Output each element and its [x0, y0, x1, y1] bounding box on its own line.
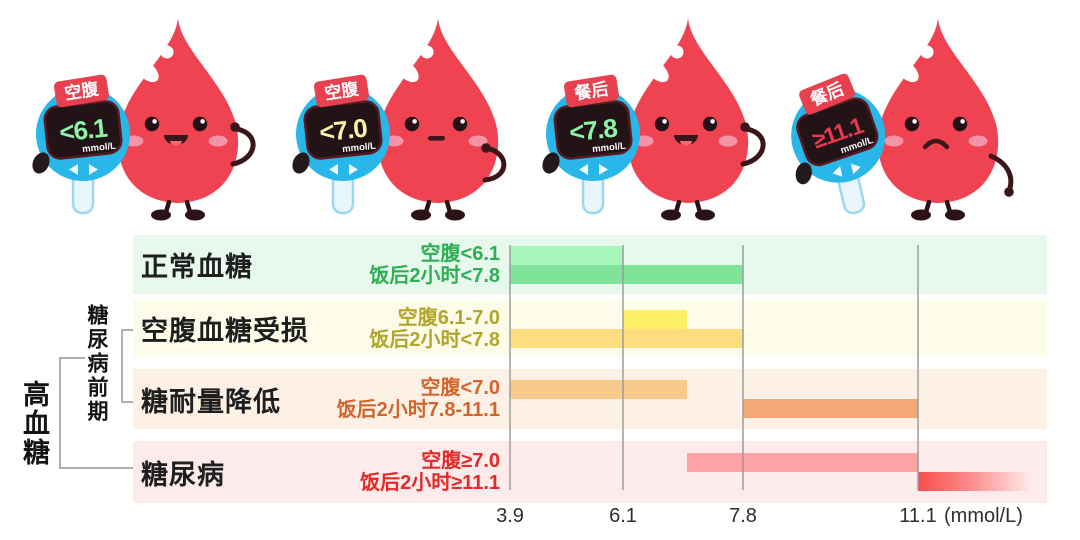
- glucose-meter: 餐后 <7.8 mmol/L: [538, 74, 642, 215]
- postmeal-range-bar: [918, 472, 1040, 491]
- meter-banner: [564, 74, 619, 108]
- meter-banner: [799, 73, 855, 115]
- prediabetes-bracket-line: [121, 329, 123, 403]
- meter-value: <7.0: [318, 113, 369, 148]
- x-tick-label: 11.1: [899, 505, 937, 527]
- prediabetes-bracket-line: [121, 329, 134, 331]
- sad-mouth-icon: [922, 138, 950, 150]
- fasting-range-bar: [510, 380, 687, 399]
- blood-drop-icon: [118, 18, 238, 221]
- criteria-line: 空腹≥7.0: [421, 450, 500, 472]
- criteria-text: 空腹<6.1 饭后2小时<7.8: [369, 243, 500, 287]
- mascot-fasting-normal: 空腹 <6.1 mmol/L: [28, 6, 256, 230]
- hyperglycemia-bracket-line: [59, 357, 61, 469]
- glucose-meter: 空腹 <6.1 mmol/L: [28, 74, 132, 215]
- criteria-line: 空腹<7.0: [420, 377, 500, 399]
- meter-banner: [314, 74, 369, 108]
- postmeal-range-bar: [743, 399, 918, 418]
- category-title: 空腹血糖受损: [141, 316, 309, 346]
- prediabetes-bracket-line: [121, 401, 134, 403]
- category-title: 糖耐量降低: [141, 386, 281, 417]
- criteria-text: 空腹<7.0 饭后2小时7.8-11.1: [337, 377, 500, 421]
- criteria-line: 空腹6.1-7.0: [397, 306, 500, 329]
- blood-drop-icon: [628, 18, 748, 221]
- criteria-text: 空腹≥7.0 饭后2小时≥11.1: [360, 450, 500, 494]
- x-tick-label: 6.1: [609, 505, 637, 527]
- category-title: 正常血糖: [141, 252, 253, 282]
- mascot-fasting-borderline: 空腹 <7.0 mmol/L: [288, 6, 507, 230]
- gridline: [622, 245, 624, 490]
- category-title: 糖尿病: [141, 459, 225, 490]
- criteria-line: 饭后2小时<7.8: [369, 264, 500, 287]
- hyperglycemia-label: 高血糖: [19, 380, 49, 467]
- meter-unit: mmol/L: [342, 141, 377, 155]
- criteria-line: 饭后2小时≥11.1: [360, 472, 500, 494]
- postmeal-range-bar: [510, 329, 743, 348]
- gridline: [917, 245, 919, 490]
- fasting-range-bar: [510, 246, 623, 265]
- hyperglycemia-bracket-line: [59, 467, 133, 469]
- fasting-range-bar: [623, 310, 687, 329]
- thumbs-up-arm-icon: [230, 122, 256, 167]
- happy-mouth-icon: [164, 135, 188, 146]
- meter-banner: [54, 74, 109, 108]
- blood-drop-icon: [378, 18, 498, 221]
- happy-mouth-icon: [674, 135, 698, 146]
- blood-drop-icon: [878, 18, 998, 221]
- gridline: [509, 245, 511, 490]
- axis-unit-label: (mmol/L): [944, 505, 1023, 527]
- criteria-line: 空腹<6.1: [420, 242, 500, 265]
- fasting-range-bar: [686, 453, 918, 472]
- x-tick-label: 3.9: [496, 505, 524, 527]
- neutral-mouth-icon: [428, 136, 445, 141]
- postmeal-range-bar: [510, 265, 743, 284]
- hanging-arm-icon: [988, 153, 1014, 197]
- criteria-line: 饭后2小时7.8-11.1: [336, 399, 500, 421]
- gridline: [742, 245, 744, 490]
- prediabetes-label: 糖尿病前期: [85, 304, 108, 424]
- mascot-postmeal-high: 餐后 ≥11.1 mmol/L: [788, 6, 1014, 227]
- meter-unit: mmol/L: [82, 141, 117, 155]
- thumbs-up-arm-icon: [740, 122, 766, 167]
- chin-arm-icon: [481, 143, 507, 183]
- meter-value: <6.1: [58, 113, 109, 148]
- meter-value: <7.8: [568, 113, 619, 148]
- glucose-meter: 空腹 <7.0 mmol/L: [288, 74, 392, 215]
- mascot-postmeal-normal: 餐后 <7.8 mmol/L: [538, 6, 766, 230]
- criteria-text: 空腹6.1-7.0 饭后2小时<7.8: [369, 307, 500, 351]
- x-tick-label: 7.8: [729, 505, 757, 527]
- meter-unit: mmol/L: [592, 141, 627, 155]
- criteria-line: 饭后2小时<7.8: [369, 328, 500, 351]
- hyperglycemia-bracket-line: [59, 357, 85, 359]
- category-row: 糖尿病 空腹≥7.0 饭后2小时≥11.1: [133, 441, 1047, 503]
